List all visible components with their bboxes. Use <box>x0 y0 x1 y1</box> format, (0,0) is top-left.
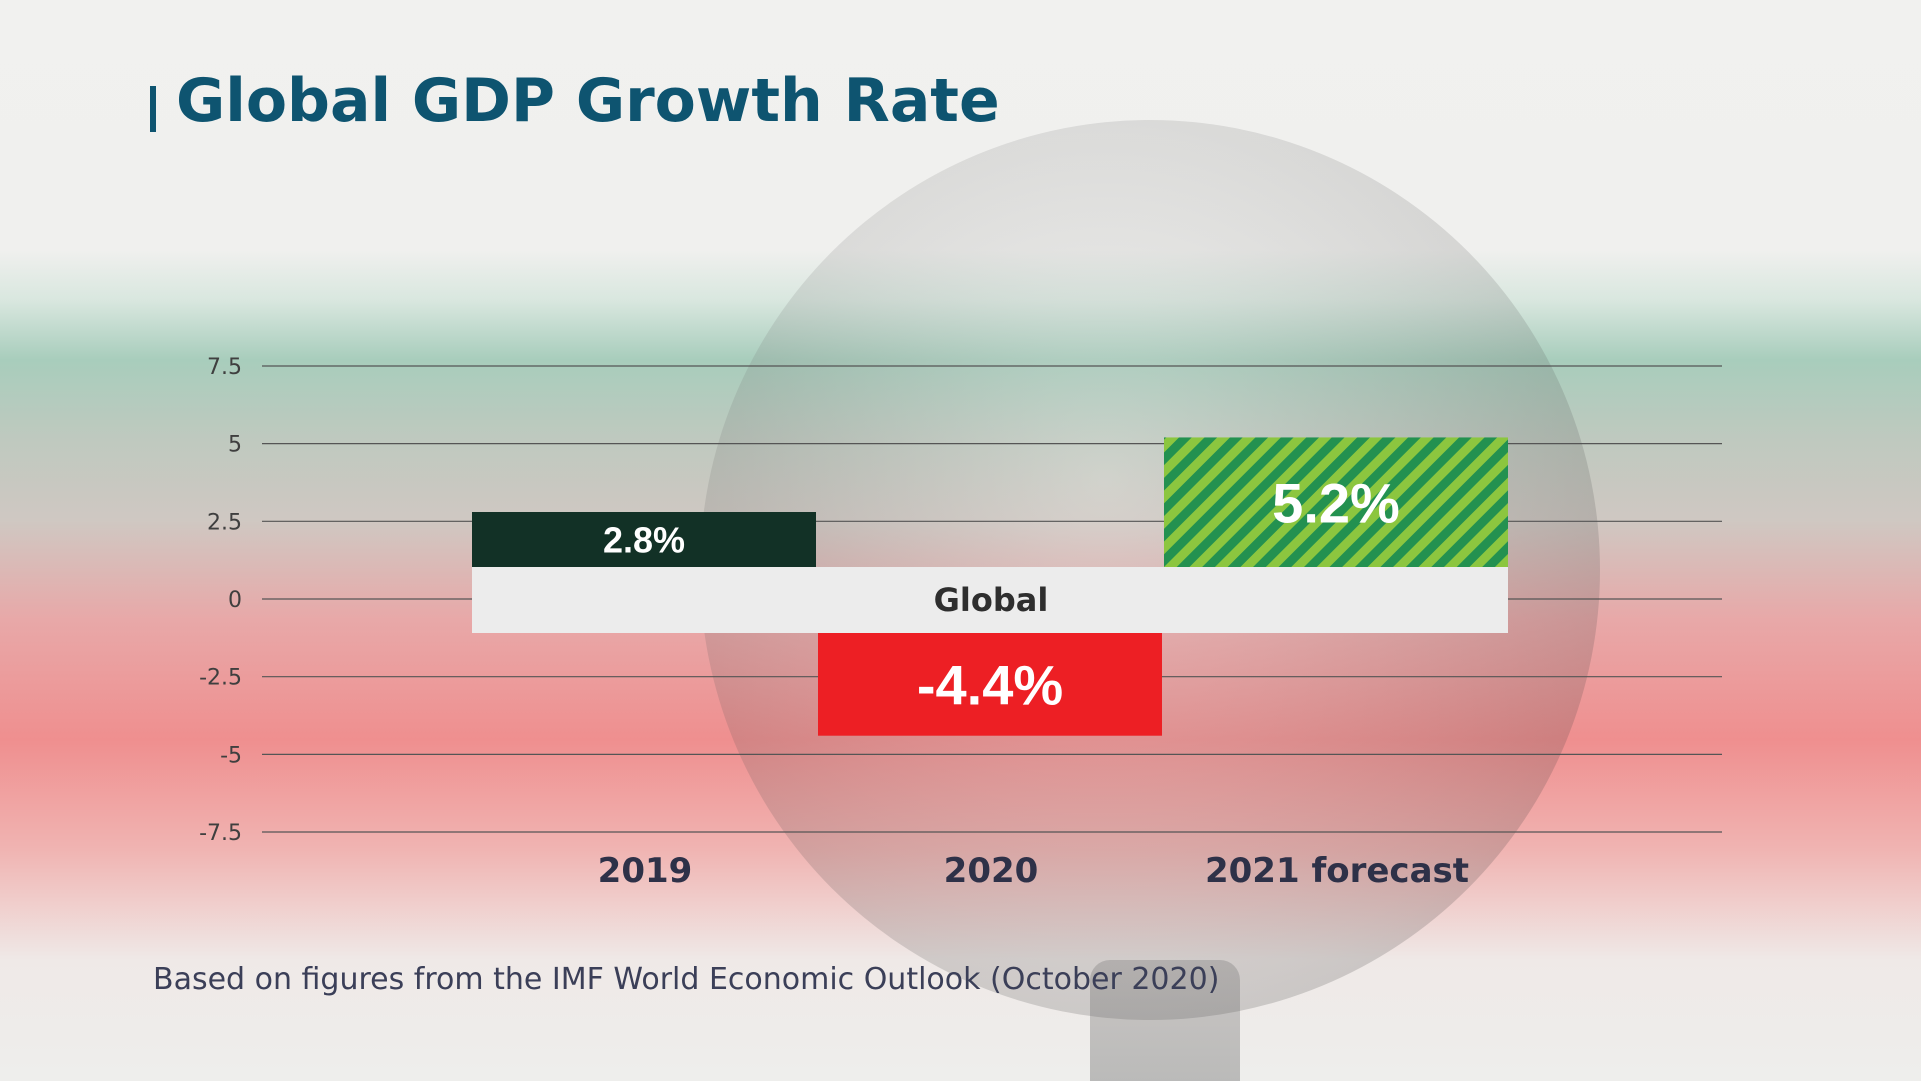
band-label: Global <box>934 581 1049 619</box>
bar-2019 <box>472 512 816 567</box>
y-tick-label: 7.5 <box>207 355 242 380</box>
y-axis-tick-labels: 7.5 5 2.5 0 -2.5 -5 -7.5 <box>199 355 242 846</box>
value-label: 2.8% <box>603 519 685 560</box>
category-band: Global <box>472 567 1508 633</box>
bars <box>472 437 1508 736</box>
y-tick-label: -5 <box>220 743 242 768</box>
value-label: 5.2% <box>1272 471 1400 534</box>
bar-2021-forecast <box>1164 437 1508 567</box>
x-category-label: 2019 <box>598 851 693 891</box>
x-category-label: 2020 <box>944 851 1039 891</box>
title-accent-bar <box>150 86 156 132</box>
y-tick-label: 5 <box>228 433 242 458</box>
y-tick-label: -7.5 <box>199 821 242 846</box>
chart-title: Global GDP Growth Rate <box>176 66 1000 136</box>
x-axis-labels: 2019 2020 2021 forecast <box>598 851 1469 891</box>
value-label: -4.4% <box>917 654 1063 717</box>
global-band <box>472 567 1508 633</box>
bar-2020 <box>818 633 1162 736</box>
x-category-label: 2021 forecast <box>1205 851 1469 891</box>
y-tick-label: -2.5 <box>199 666 242 691</box>
value-labels: 2.8% -4.4% 5.2% <box>603 471 1400 716</box>
globe-stand-image <box>1090 960 1240 1081</box>
y-tick-label: 2.5 <box>207 510 242 535</box>
gridlines <box>262 365 1722 833</box>
y-tick-label: 0 <box>228 588 242 613</box>
source-caption: Based on figures from the IMF World Econ… <box>153 962 1220 997</box>
